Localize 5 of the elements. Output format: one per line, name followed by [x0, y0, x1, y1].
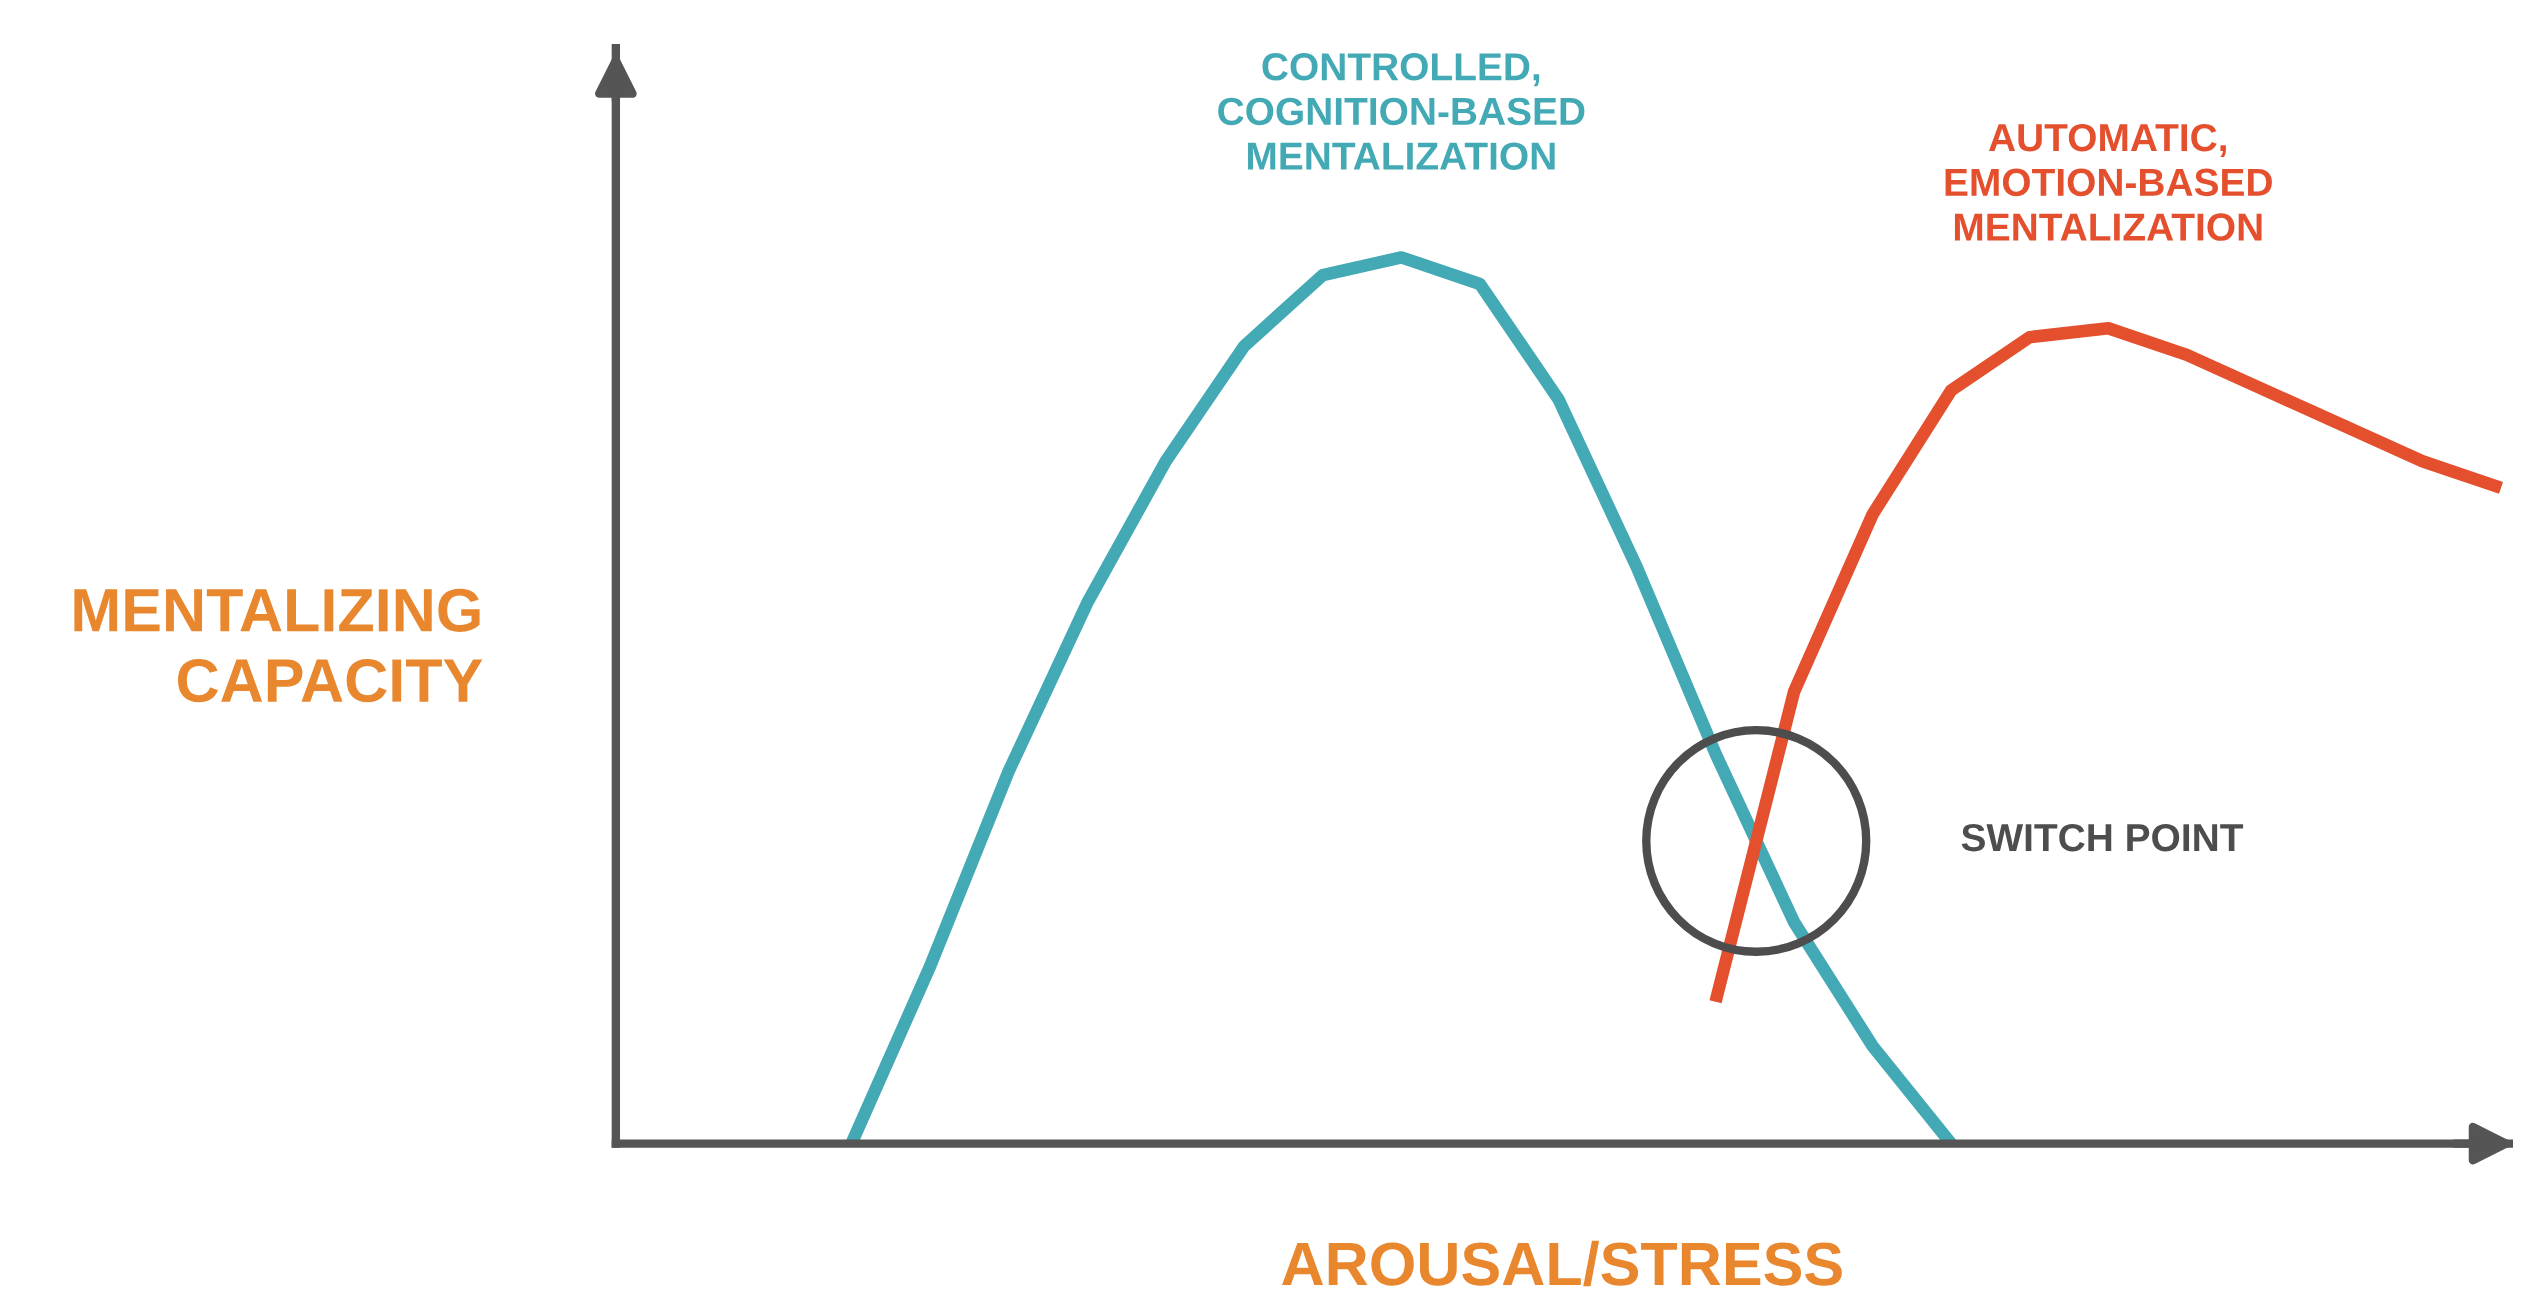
- text: CONTROLLED, COGNITION-BASED MENTALIZATION: [1218, 53, 1585, 170]
- y-axis-title: MENTALIZING CAPACITY: [74, 588, 483, 703]
- text: AUTOMATIC, EMOTION-BASED MENTALIZATION: [1945, 123, 2272, 241]
- annotation: SWITCH POINT: [1961, 823, 2244, 852]
- x-axis-title: AROUSAL/STRESS: [1282, 1240, 1842, 1287]
